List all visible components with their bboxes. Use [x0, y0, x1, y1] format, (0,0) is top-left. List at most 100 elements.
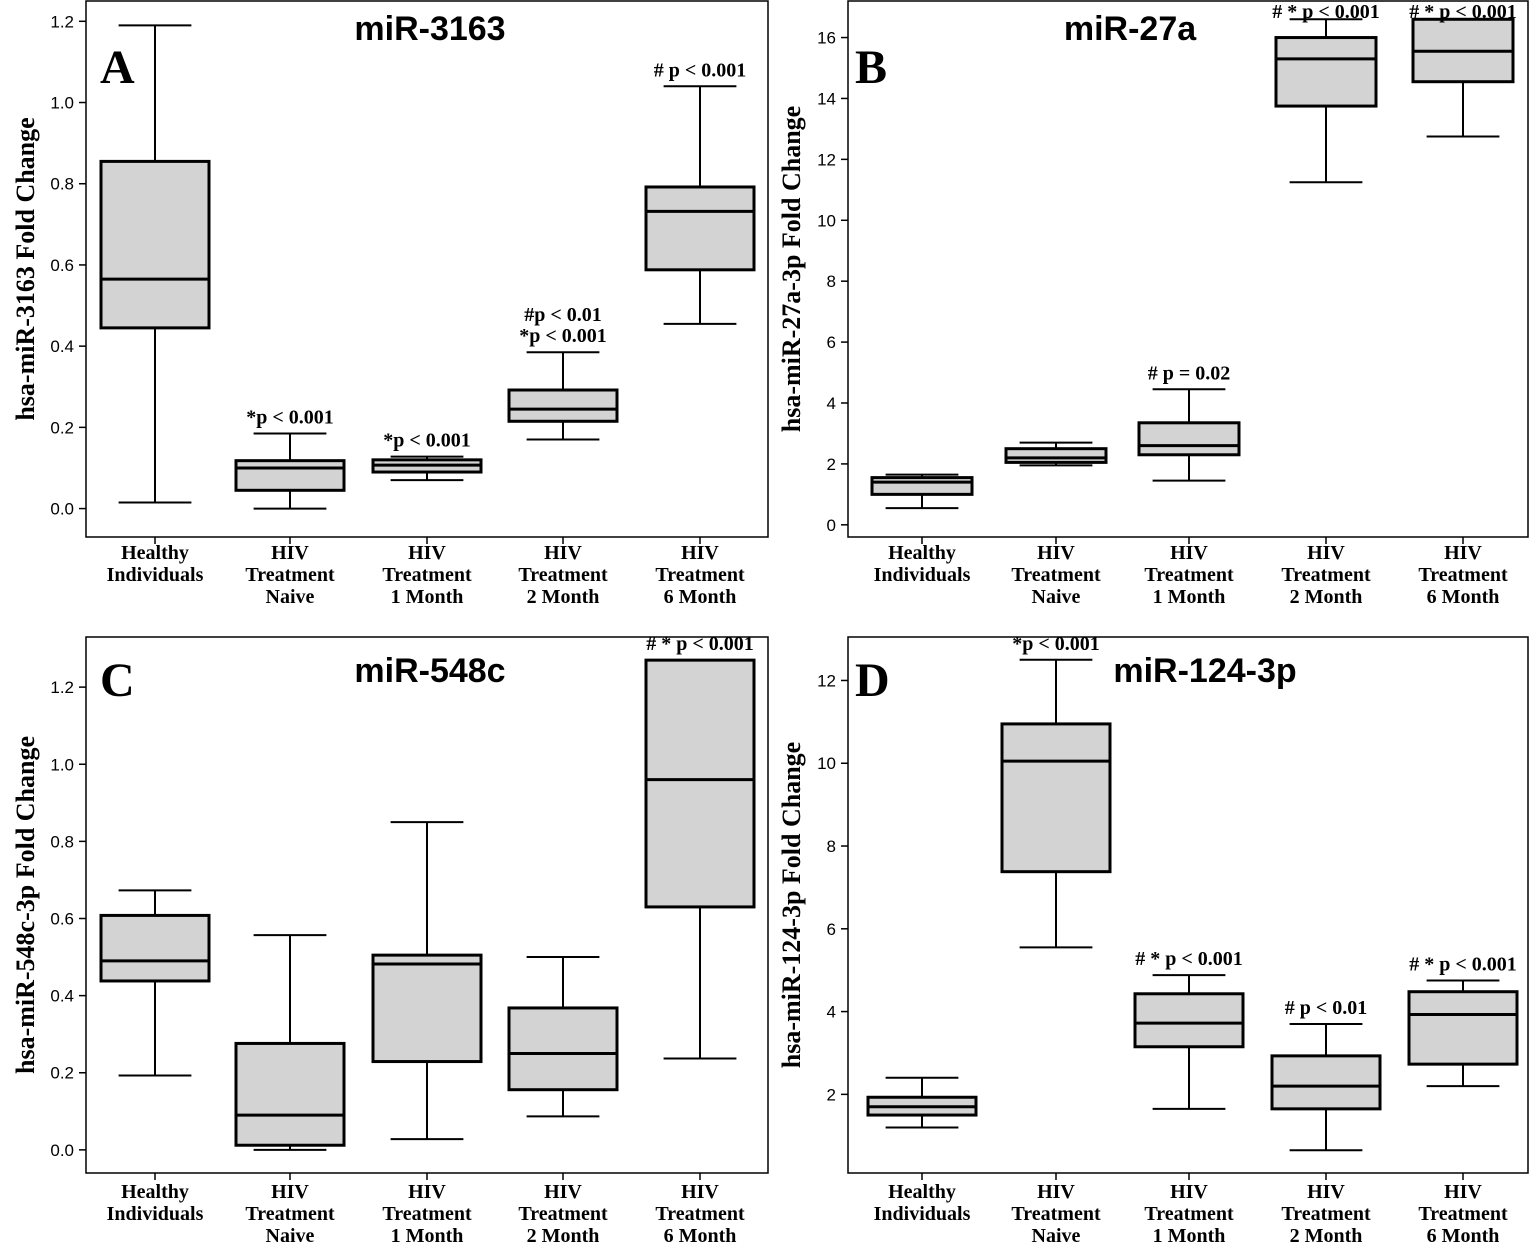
y-tick-label: 0.6 [50, 909, 74, 928]
y-tick-label: 12 [817, 671, 836, 690]
iqr-box [1133, 992, 1245, 1049]
y-tick-label: 0.2 [50, 1064, 74, 1083]
box-4: #p < 0.01*p < 0.001 [507, 304, 619, 441]
iqr-box [507, 388, 619, 423]
x-tick-label: HIV [1307, 1181, 1345, 1203]
box-4: # * p < 0.001 [1272, 1, 1380, 184]
x-tick-label: HIV [1307, 542, 1345, 564]
x-tick-label: Treatment [518, 564, 608, 586]
panel-b: 0 2 4 6 8 10 12 14 16 hsa-miR-27a-3p Fold Change m… [777, 0, 1529, 608]
iqr-box [644, 185, 756, 272]
box-3 [371, 821, 483, 1141]
x-tick-label: Individuals [107, 1203, 204, 1225]
x-tick-label: 1 Month [1153, 586, 1226, 608]
y-tick-label: 0.8 [50, 175, 74, 194]
box-5: # p < 0.001 [644, 59, 756, 325]
panel-title: miR-27a [1064, 10, 1197, 48]
x-tick-label: Naive [1032, 1225, 1081, 1244]
iqr-box [870, 476, 974, 496]
box-3: # * p < 0.001 [1133, 948, 1245, 1110]
x-tick-label: Healthy [121, 1181, 189, 1203]
box-2 [234, 934, 346, 1151]
x-tick-label: HIV [1170, 542, 1208, 564]
panel-d: 2 4 6 8 10 12 hsa-miR-124-3p Fold Change miR-12… [777, 633, 1529, 1244]
x-tick-label: HIV [1037, 542, 1075, 564]
x-tick-label: 2 Month [527, 1225, 600, 1244]
y-axis-label: hsa-miR-27a-3p Fold Change [777, 106, 806, 432]
x-tick-label: HIV [408, 1181, 446, 1203]
x-tick-label: Treatment [518, 1203, 608, 1225]
y-tick-label: 6 [827, 333, 836, 352]
box-4 [507, 956, 619, 1118]
box-3: *p < 0.001 [371, 430, 483, 482]
significance-annotation: #p < 0.01 [524, 304, 602, 326]
y-tick-label: 2 [827, 1085, 836, 1104]
box-3: # p = 0.02 [1137, 362, 1241, 482]
panel-letter: A [100, 41, 135, 94]
y-tick-label: 8 [827, 272, 836, 291]
box-1 [99, 24, 211, 504]
iqr-box [99, 159, 211, 330]
x-tick-label: HIV [1444, 1181, 1482, 1203]
panel-title: miR-124-3p [1113, 652, 1296, 690]
panel-title: miR-548c [354, 652, 505, 690]
x-tick-label: Treatment [1144, 564, 1234, 586]
x-tick-label: Treatment [1281, 1203, 1371, 1225]
y-tick-label: 1.2 [50, 12, 74, 31]
iqr-box [1000, 722, 1112, 874]
y-axis-label: hsa-miR-124-3p Fold Change [777, 742, 806, 1068]
y-tick-label: 1.2 [50, 678, 74, 697]
significance-annotation: *p < 0.001 [1012, 633, 1100, 655]
x-tick-label: 1 Month [1153, 1225, 1226, 1244]
y-tick-label: 0.6 [50, 256, 74, 275]
significance-annotation: *p < 0.001 [246, 406, 334, 428]
x-tick-label: HIV [544, 542, 582, 564]
x-tick-label: Naive [266, 1225, 315, 1244]
box-5: # * p < 0.001 [644, 633, 756, 1060]
x-tick-label: HIV [681, 1181, 719, 1203]
panel-a: 0.0 0.2 0.4 0.6 0.8 1.0 1.2 hsa-miR-3163 Fold C… [11, 0, 769, 608]
y-tick-label: 0.0 [50, 500, 74, 519]
y-tick-label: 10 [817, 211, 836, 230]
x-tick-label: HIV [681, 542, 719, 564]
significance-annotation: *p < 0.001 [519, 325, 607, 347]
x-tick-label: Healthy [121, 542, 189, 564]
y-axis-label: hsa-miR-3163 Fold Change [11, 117, 40, 420]
x-tick-label: Individuals [874, 564, 971, 586]
panel-title: miR-3163 [354, 10, 505, 48]
x-tick-label: 1 Month [391, 1225, 464, 1244]
significance-annotation: # * p < 0.001 [646, 633, 754, 655]
x-tick-label: Treatment [1281, 564, 1371, 586]
x-tick-label: Treatment [1418, 564, 1508, 586]
x-tick-label: Treatment [1011, 1203, 1101, 1225]
iqr-box [507, 1006, 619, 1092]
y-tick-label: 0.4 [50, 987, 74, 1006]
y-axis-label: hsa-miR-548c-3p Fold Change [11, 736, 40, 1074]
y-tick-label: 12 [817, 150, 836, 169]
x-tick-label: Treatment [1418, 1203, 1508, 1225]
x-tick-label: Naive [266, 586, 315, 608]
x-tick-label: Individuals [107, 564, 204, 586]
iqr-box [1270, 1054, 1382, 1111]
x-tick-label: 6 Month [1427, 586, 1500, 608]
y-tick-label: 0 [827, 516, 836, 535]
box-4: # p < 0.01 [1270, 997, 1382, 1152]
x-tick-label: Treatment [382, 564, 472, 586]
x-tick-label: 2 Month [1290, 586, 1363, 608]
y-tick-label: 0.2 [50, 418, 74, 437]
x-tick-label: Treatment [245, 1203, 335, 1225]
x-tick-label: HIV [1444, 542, 1482, 564]
y-tick-label: 8 [827, 837, 836, 856]
panel-letter: C [100, 654, 135, 707]
iqr-box [234, 1041, 346, 1147]
x-tick-label: Treatment [1144, 1203, 1234, 1225]
significance-annotation: # * p < 0.001 [1409, 954, 1517, 976]
panel-c: 0.0 0.2 0.4 0.6 0.8 1.0 1.2 hsa-miR-548c-3p Fol… [11, 633, 769, 1244]
plot-frame [847, 636, 1529, 1174]
x-tick-label: 1 Month [391, 586, 464, 608]
x-tick-label: Individuals [874, 1203, 971, 1225]
x-tick-label: HIV [544, 1181, 582, 1203]
x-tick-label: 6 Month [1427, 1225, 1500, 1244]
box-2: *p < 0.001 [234, 406, 346, 510]
y-tick-label: 1.0 [50, 755, 74, 774]
